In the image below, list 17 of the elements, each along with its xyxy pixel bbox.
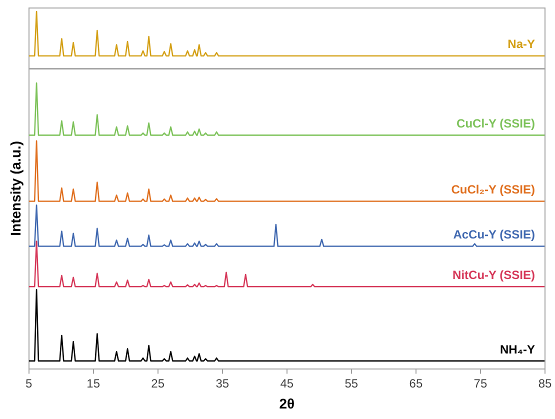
x-tick-label: 25 [151, 376, 165, 390]
x-tick-label: 35 [216, 376, 230, 390]
x-axis-title: 2θ [279, 395, 295, 412]
y-axis-title: Intensity (a.u.) [7, 140, 24, 236]
x-tick-label: 85 [538, 376, 552, 390]
series-label: Na-Y [508, 37, 535, 52]
x-tick-label: 45 [280, 376, 294, 390]
series-label: NitCu-Y (SSIE) [452, 268, 535, 282]
series-label: NH₄-Y [500, 342, 535, 356]
series-label: AcCu-Y (SSIE) [453, 228, 535, 242]
x-tick-label: 5 [25, 376, 32, 390]
x-tick-label: 15 [86, 376, 100, 390]
x-tick-label: 75 [474, 376, 488, 390]
x-tick-label: 55 [344, 376, 358, 390]
series-label: CuCl₂-Y (SSIE) [451, 182, 535, 197]
x-tick-label: 65 [409, 376, 423, 390]
series-label: CuCl-Y (SSIE) [456, 116, 535, 130]
